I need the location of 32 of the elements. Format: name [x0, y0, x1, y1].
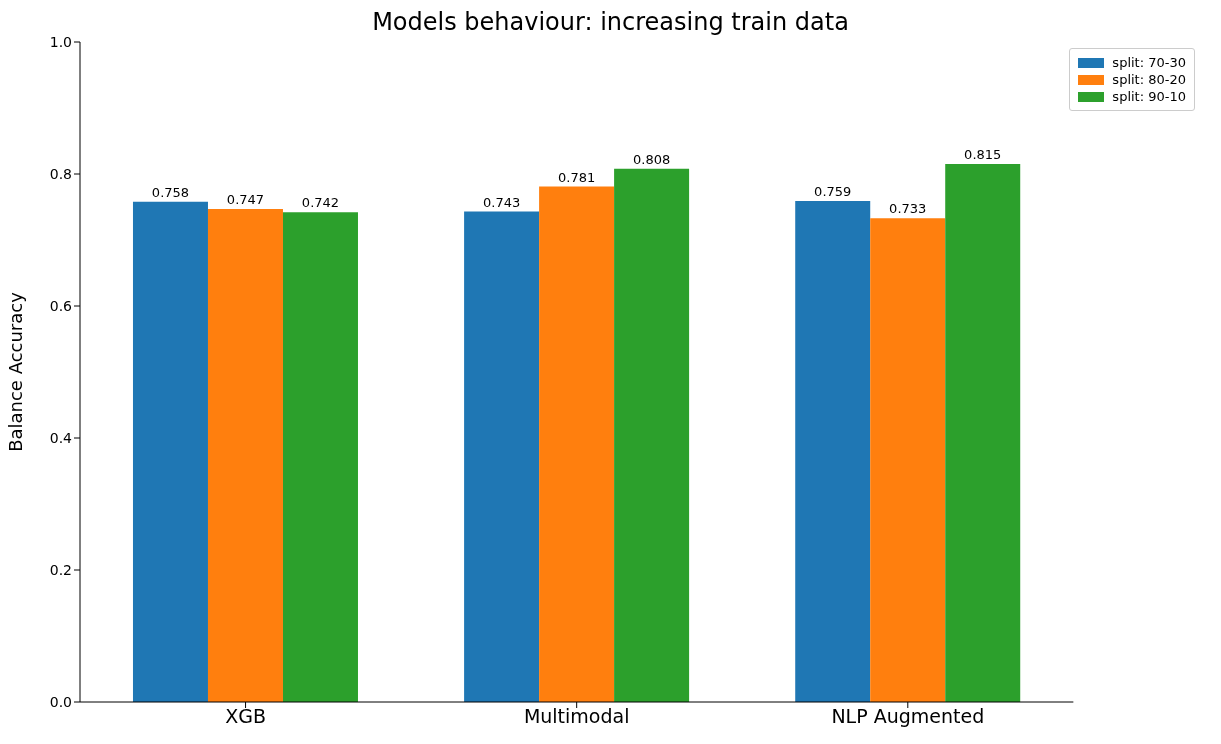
bar — [539, 186, 615, 702]
bar — [870, 218, 946, 702]
legend-label: split: 80-20 — [1112, 72, 1186, 87]
y-tick-label: 1.0 — [49, 33, 72, 50]
legend-label: split: 90-10 — [1112, 89, 1186, 104]
data-label: 0.747 — [226, 191, 265, 207]
bar — [614, 168, 690, 702]
bar — [945, 164, 1021, 702]
y-tick-label: 0.2 — [49, 561, 72, 578]
data-label: 0.808 — [632, 151, 671, 167]
data-label: 0.759 — [814, 184, 852, 200]
bar — [282, 212, 358, 702]
data-label: 0.733 — [889, 201, 927, 217]
x-tick-label: NLP Augmented — [831, 705, 985, 728]
data-label: 0.781 — [557, 169, 596, 185]
bar — [207, 208, 283, 702]
y-tick-label: 0.4 — [49, 429, 73, 446]
x-tick-label: XGB — [225, 705, 266, 728]
bar — [795, 201, 871, 702]
y-tick-label: 0.8 — [49, 165, 72, 182]
chart-title: Models behaviour: increasing train data — [372, 8, 849, 36]
legend-label: split: 70-30 — [1112, 55, 1186, 70]
bar — [132, 201, 208, 702]
y-tick-label: 0.0 — [49, 693, 72, 710]
bar — [464, 211, 540, 702]
y-tick-label: 0.6 — [49, 297, 73, 314]
data-label: 0.742 — [301, 195, 340, 211]
data-label: 0.758 — [151, 184, 190, 200]
data-label: 0.815 — [964, 147, 1002, 163]
x-tick-label: Multimodal — [523, 705, 630, 728]
y-axis-title: Balance Accuracy — [5, 291, 27, 452]
data-label: 0.743 — [482, 194, 521, 210]
